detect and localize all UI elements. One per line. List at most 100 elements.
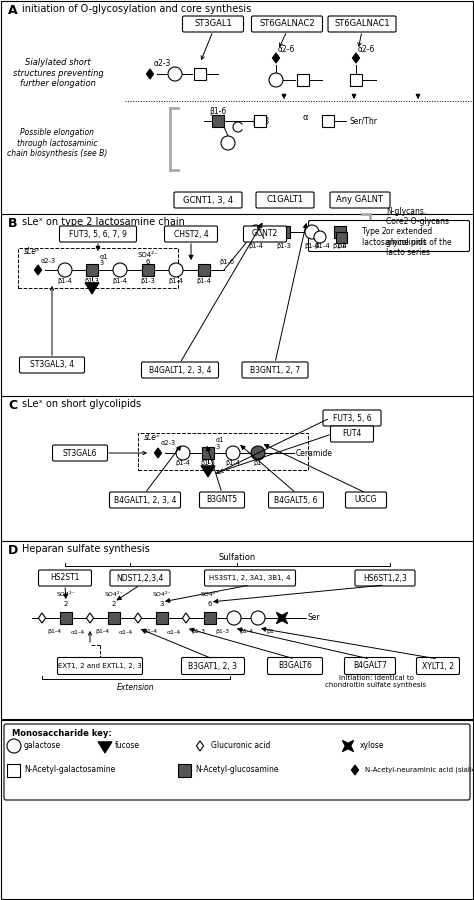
Bar: [60, 612, 72, 624]
Text: GCNT2: GCNT2: [252, 230, 278, 238]
FancyBboxPatch shape: [53, 445, 108, 461]
Polygon shape: [273, 53, 280, 63]
Text: Extension: Extension: [117, 682, 155, 691]
FancyBboxPatch shape: [242, 362, 308, 378]
Text: Monosaccharide key:: Monosaccharide key:: [12, 730, 112, 739]
Text: ST3GAL6: ST3GAL6: [63, 448, 97, 457]
Text: β1: β1: [266, 629, 274, 634]
Text: α2-3: α2-3: [153, 59, 171, 68]
Text: β1-4: β1-4: [248, 243, 264, 249]
Text: β1-3: β1-3: [84, 278, 100, 284]
Text: 3: 3: [100, 260, 104, 266]
Circle shape: [221, 136, 235, 150]
FancyBboxPatch shape: [323, 410, 381, 426]
Text: B: B: [8, 217, 18, 230]
Text: SO4²⁻: SO4²⁻: [153, 591, 171, 597]
FancyBboxPatch shape: [244, 226, 286, 242]
FancyBboxPatch shape: [182, 658, 245, 674]
FancyBboxPatch shape: [345, 658, 395, 674]
Text: Initiation: identical to
chondroitin sulfate synthesis: Initiation: identical to chondroitin sul…: [326, 676, 427, 688]
Text: sLeˣ: sLeˣ: [24, 248, 40, 256]
FancyBboxPatch shape: [417, 658, 459, 674]
Text: α1: α1: [216, 437, 225, 443]
FancyBboxPatch shape: [309, 220, 470, 251]
Text: 3: 3: [160, 601, 164, 607]
Text: sLeˣ on short glycolipids: sLeˣ on short glycolipids: [22, 399, 141, 409]
Bar: [18, 248, 178, 288]
Polygon shape: [35, 265, 42, 275]
Text: NDST1,2,3,4: NDST1,2,3,4: [116, 573, 164, 582]
Bar: [337, 231, 347, 242]
Text: C1GALT1: C1GALT1: [266, 195, 303, 204]
Text: β1-3: β1-3: [276, 243, 292, 249]
Polygon shape: [182, 613, 190, 623]
Text: B3GNT1, 2, 7: B3GNT1, 2, 7: [250, 365, 300, 374]
Text: N-Acetyl-glucosamine: N-Acetyl-glucosamine: [195, 766, 279, 775]
Text: β1-4: β1-4: [168, 278, 183, 284]
Text: β1-4: β1-4: [175, 460, 191, 466]
Text: FUT3, 5, 6, 7, 9: FUT3, 5, 6, 7, 9: [69, 230, 127, 238]
FancyBboxPatch shape: [174, 192, 242, 208]
Text: β1-4: β1-4: [197, 278, 211, 284]
Text: α: α: [302, 112, 308, 122]
Bar: [334, 226, 346, 238]
Circle shape: [251, 446, 265, 460]
Bar: [212, 115, 224, 127]
Text: FUT3, 5, 6: FUT3, 5, 6: [333, 413, 371, 422]
FancyBboxPatch shape: [4, 724, 470, 800]
Text: GCNT1, 3, 4: GCNT1, 3, 4: [183, 195, 233, 204]
Polygon shape: [201, 466, 215, 477]
FancyBboxPatch shape: [60, 226, 137, 242]
Bar: [254, 115, 266, 127]
Text: α2-6: α2-6: [358, 46, 375, 55]
Bar: [138, 433, 308, 470]
Text: β1-3: β1-3: [252, 118, 269, 127]
FancyBboxPatch shape: [330, 426, 374, 442]
Text: Heparan sulfate synthesis: Heparan sulfate synthesis: [22, 544, 150, 554]
Text: B4GALT7: B4GALT7: [353, 662, 387, 670]
Bar: [278, 226, 290, 238]
Text: α1-4: α1-4: [119, 629, 133, 634]
Text: Sialylated short
structures preventing
further elongation: Sialylated short structures preventing f…: [13, 58, 103, 88]
FancyBboxPatch shape: [256, 192, 314, 208]
Circle shape: [7, 739, 21, 753]
Bar: [322, 115, 334, 127]
FancyBboxPatch shape: [252, 16, 322, 32]
Polygon shape: [38, 613, 46, 623]
Bar: [297, 74, 309, 86]
Text: B3GAT1, 2, 3: B3GAT1, 2, 3: [189, 662, 237, 670]
Text: β1-3: β1-3: [201, 460, 216, 466]
FancyBboxPatch shape: [38, 570, 91, 586]
Polygon shape: [276, 612, 288, 624]
Text: α2-3: α2-3: [161, 440, 176, 446]
Text: β1-3: β1-3: [141, 278, 155, 284]
Text: fucose: fucose: [115, 742, 140, 751]
Polygon shape: [351, 765, 359, 775]
Circle shape: [227, 611, 241, 625]
FancyBboxPatch shape: [142, 362, 219, 378]
Polygon shape: [146, 69, 154, 79]
Polygon shape: [155, 448, 162, 458]
Text: ST6GALNAC1: ST6GALNAC1: [334, 20, 390, 29]
Circle shape: [176, 446, 190, 460]
Text: B3GNT5: B3GNT5: [207, 496, 237, 505]
Bar: [179, 763, 191, 777]
Text: sLeˣ: sLeˣ: [144, 433, 160, 442]
Circle shape: [169, 263, 183, 277]
Text: α2-6: α2-6: [278, 46, 295, 55]
Text: B4GALT1, 2, 3, 4: B4GALT1, 2, 3, 4: [149, 365, 211, 374]
Text: β1-3: β1-3: [191, 629, 205, 634]
Circle shape: [269, 73, 283, 87]
FancyBboxPatch shape: [109, 492, 181, 508]
Text: β1: β1: [254, 460, 262, 466]
Text: ST6GALNAC2: ST6GALNAC2: [259, 20, 315, 29]
Text: HS6ST1,2,3: HS6ST1,2,3: [363, 573, 407, 582]
Text: ST3GAL3, 4: ST3GAL3, 4: [30, 361, 74, 370]
Text: SO4²⁻: SO4²⁻: [201, 591, 219, 597]
Text: XYLT1, 2: XYLT1, 2: [422, 662, 454, 670]
Text: β1-4: β1-4: [239, 629, 253, 634]
Text: B4GALT1, 2, 3, 4: B4GALT1, 2, 3, 4: [114, 496, 176, 505]
FancyBboxPatch shape: [355, 570, 415, 586]
Circle shape: [226, 446, 240, 460]
Text: UGCG: UGCG: [355, 496, 377, 505]
